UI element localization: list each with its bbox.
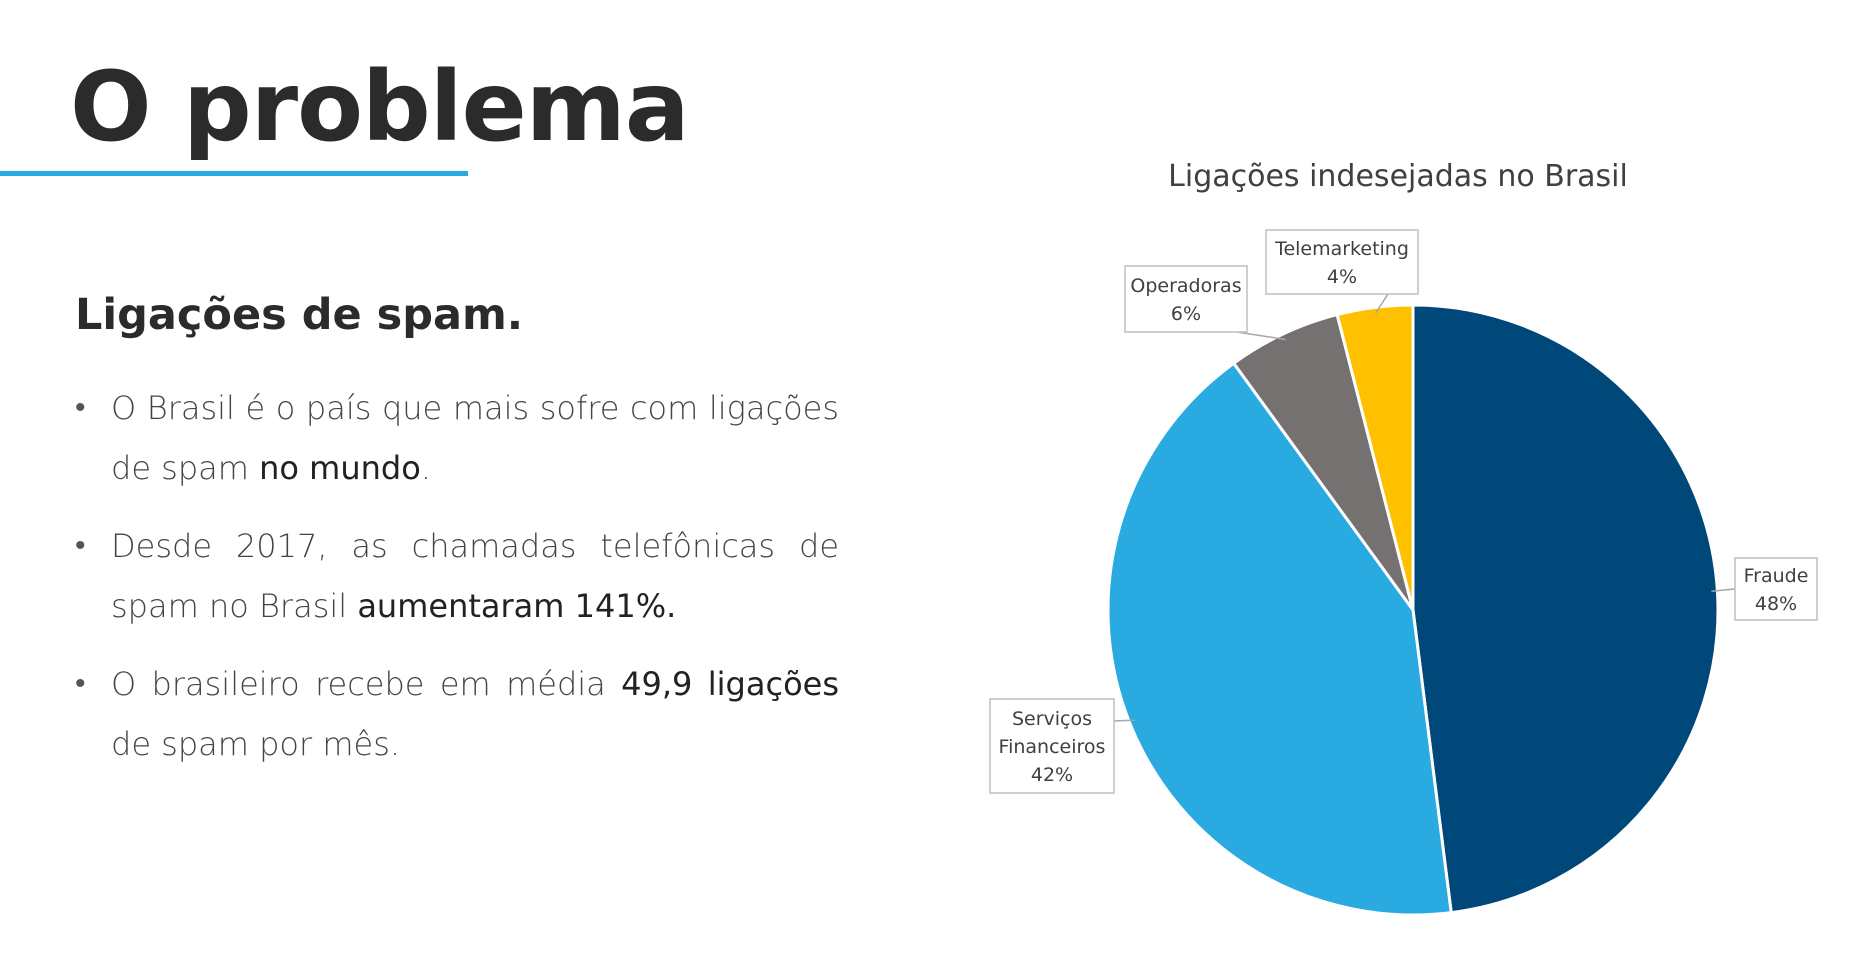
bullet-text: O Brasil é o país que mais sofre com lig… bbox=[111, 389, 839, 487]
bullet-text: Desde 2017, as chamadas telefônicas de s… bbox=[111, 527, 839, 625]
callout-leader-servicos-financeiros bbox=[1113, 719, 1136, 722]
callout-category-servicos-financeiros: Financeiros bbox=[999, 736, 1106, 758]
bullet-text-end: . bbox=[420, 449, 431, 487]
callout-box-telemarketing bbox=[1265, 229, 1419, 295]
bullet-text: O brasileiro recebe em média bbox=[111, 665, 622, 703]
callout-box-operadoras bbox=[1124, 265, 1248, 333]
callout-box-servicos-financeiros bbox=[989, 698, 1115, 794]
section-subheading: Ligações de spam. bbox=[75, 290, 524, 340]
bullet-dot-icon: • bbox=[75, 666, 86, 701]
pie-callouts: Fraude 48% Serviços Financeiros 42% Operadora… bbox=[989, 229, 1818, 794]
callout-leader-operadoras bbox=[1236, 331, 1286, 341]
bullet-text-end: de spam por mês. bbox=[111, 725, 401, 763]
callout-value-telemarketing: 4% bbox=[1327, 266, 1357, 288]
callout-value-fraude: 48% bbox=[1755, 593, 1797, 615]
bullet-emphasis: 49,9 ligações bbox=[621, 665, 840, 703]
bullet-emphasis: no mundo bbox=[259, 449, 421, 487]
bullet-item: • O Brasil é o país que mais sofre com li… bbox=[75, 378, 839, 498]
callout-category-operadoras: Operadoras bbox=[1130, 275, 1241, 297]
callout-category-telemarketing: Telemarketing bbox=[1274, 238, 1409, 260]
title-underline bbox=[0, 171, 468, 176]
pie-slice-fraude bbox=[1411, 303, 1720, 915]
bullet-item: • Desde 2017, as chamadas telefônicas de … bbox=[75, 516, 839, 636]
callout-value-servicos-financeiros: 42% bbox=[1031, 764, 1073, 786]
pie-slice-servicos-financeiros bbox=[1106, 361, 1453, 917]
callout-value-operadoras: 6% bbox=[1171, 303, 1201, 325]
bullet-item: • O brasileiro recebe em média 49,9 ligaç… bbox=[75, 654, 839, 774]
slide-title: O problema bbox=[70, 51, 690, 163]
bullet-emphasis: aumentaram 141%. bbox=[357, 587, 677, 625]
pie-slices bbox=[1106, 303, 1720, 917]
callout-leader-telemarketing bbox=[1374, 293, 1389, 314]
bullet-dot-icon: • bbox=[75, 528, 86, 563]
bullet-list: • O Brasil é o país que mais sofre com li… bbox=[75, 378, 839, 792]
bullet-dot-icon: • bbox=[75, 390, 86, 425]
chart-title: Ligações indesejadas no Brasil bbox=[1168, 159, 1628, 194]
callout-category-fraude: Fraude bbox=[1744, 565, 1809, 587]
callout-leader-fraude bbox=[1711, 588, 1736, 592]
callout-category-servicos-financeiros: Serviços bbox=[1012, 708, 1092, 730]
callout-box-fraude bbox=[1734, 557, 1818, 621]
pie-slice-telemarketing bbox=[1335, 303, 1415, 611]
